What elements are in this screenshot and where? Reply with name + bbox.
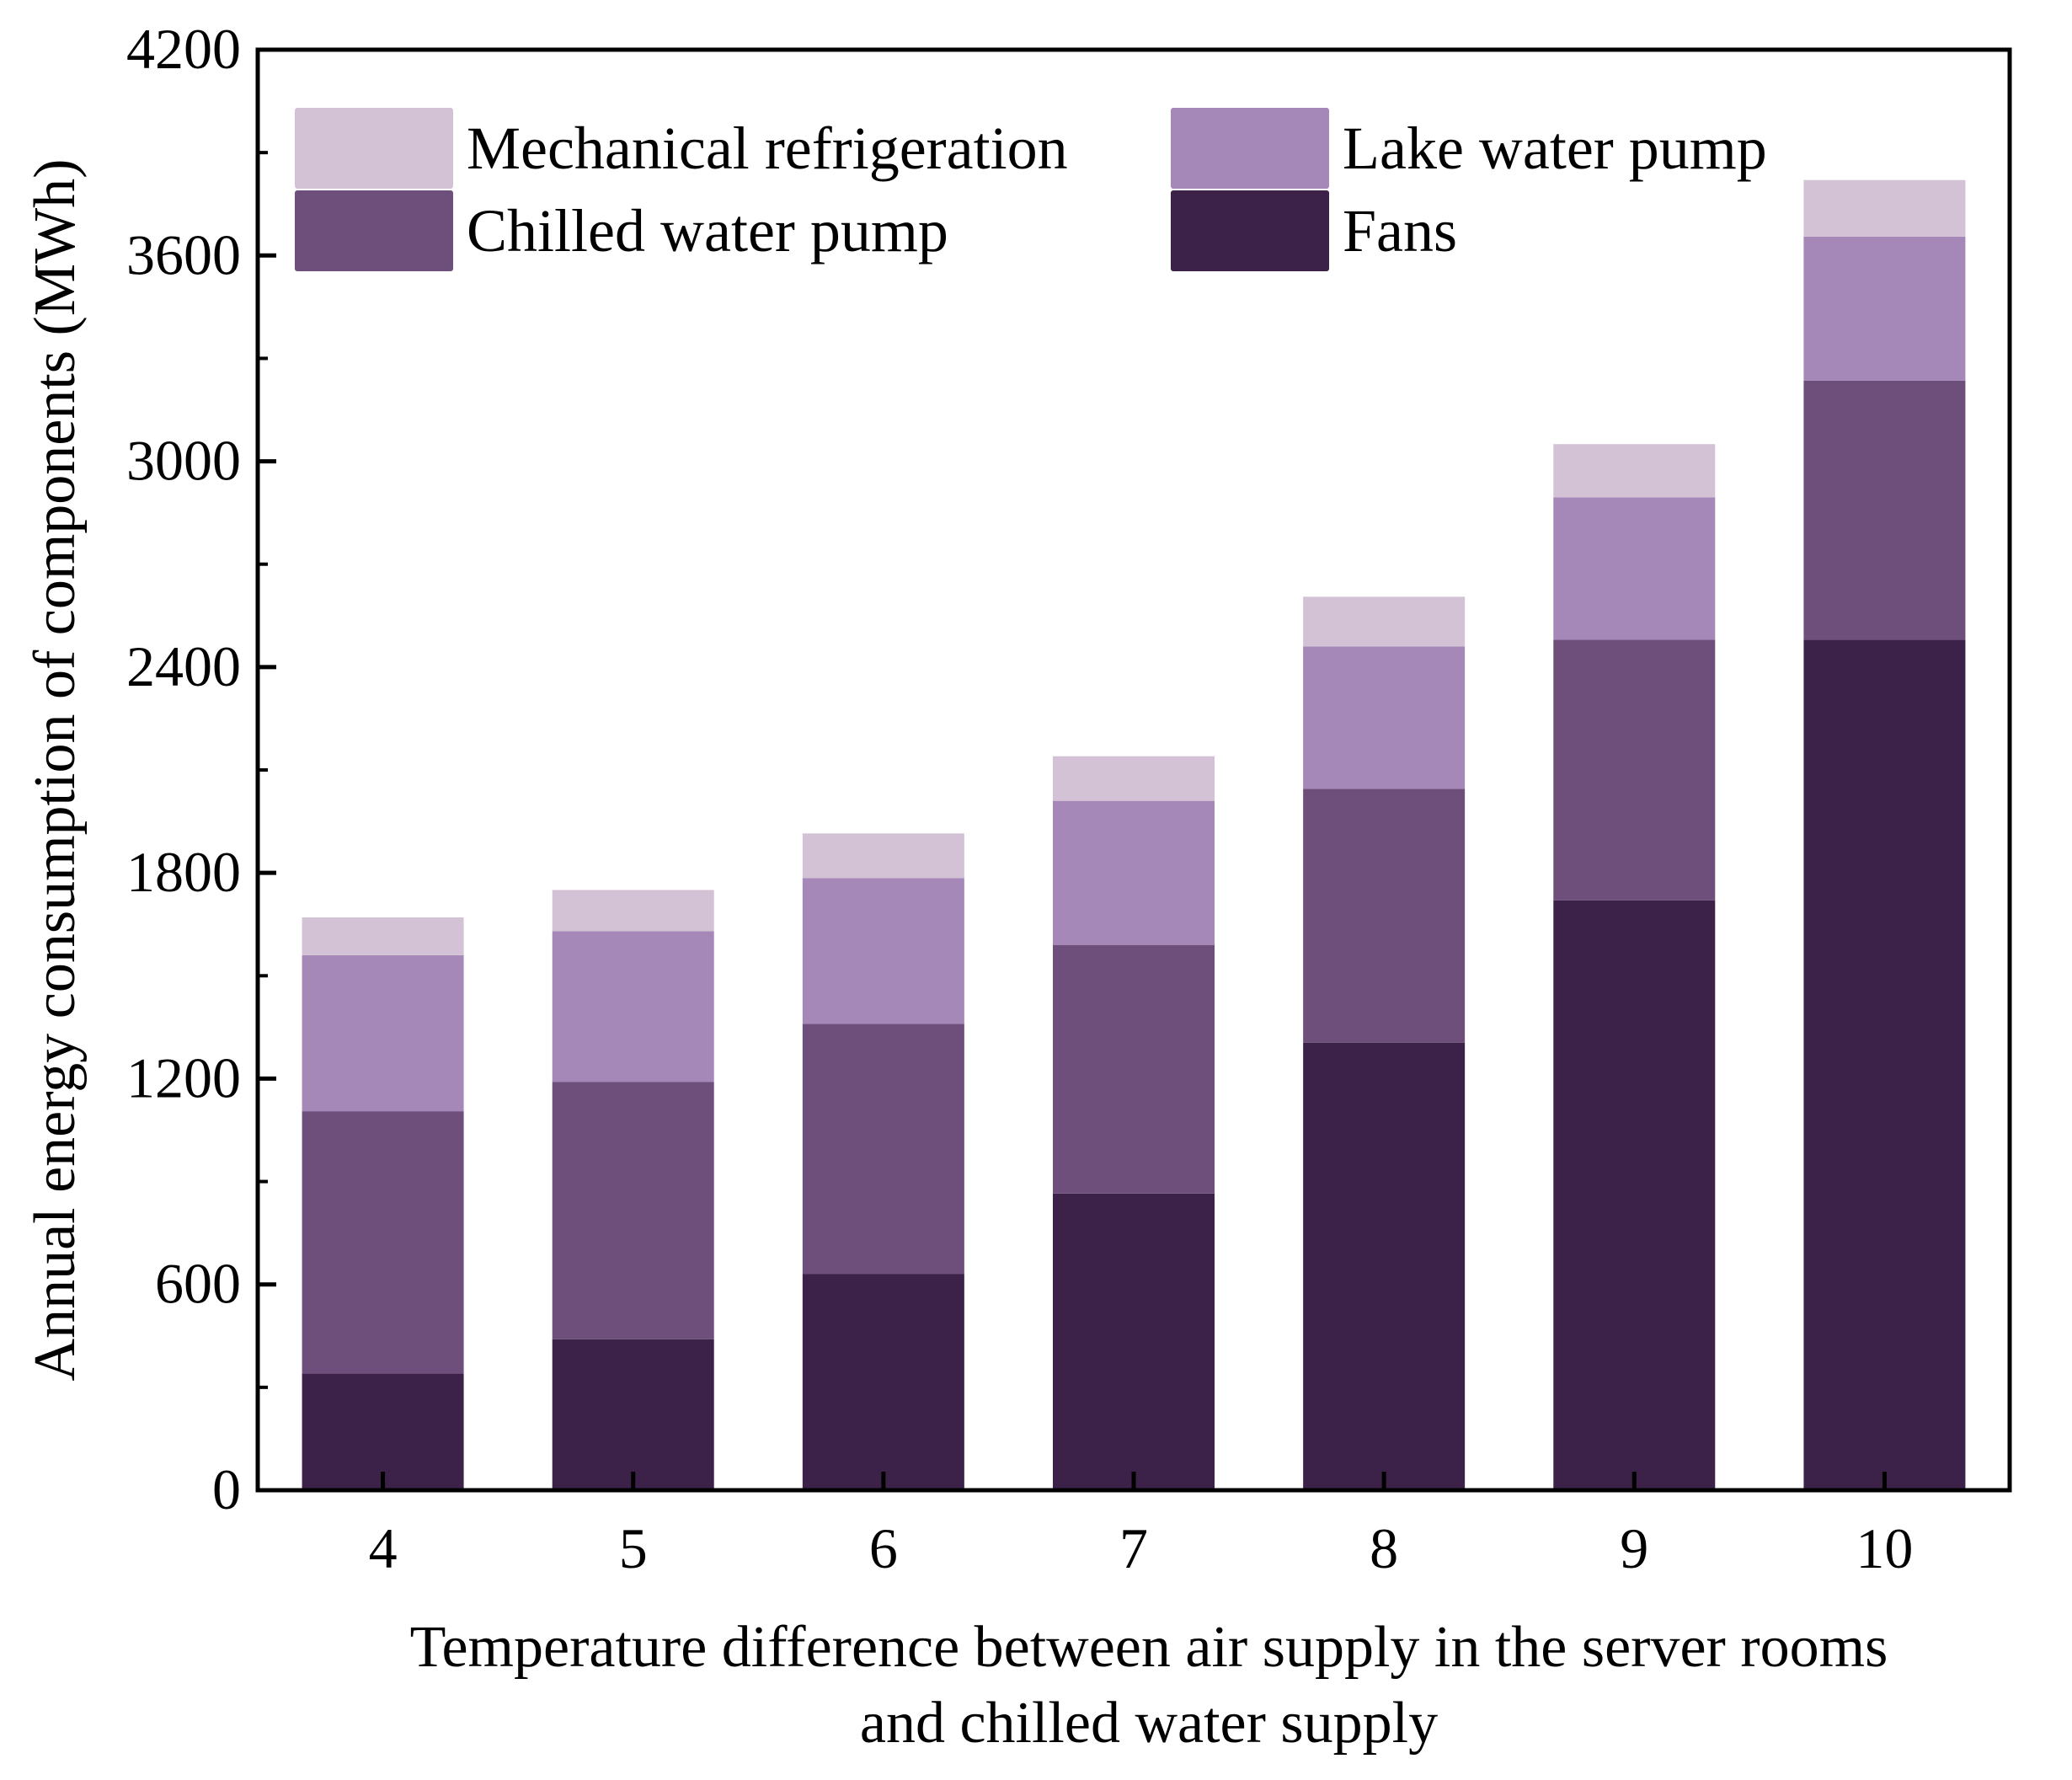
x-tick-label-8: 8	[1370, 1516, 1398, 1580]
x-tick-label-5: 5	[619, 1516, 648, 1580]
legend-swatch-mechanical-refrigeration	[295, 108, 453, 189]
y-tick-label-2400: 2400	[126, 634, 241, 698]
bar-mechanical-refrigeration-10	[1803, 179, 1966, 237]
x-tick-label-7: 7	[1119, 1516, 1148, 1580]
bar-lake-water-pump-9	[1553, 497, 1716, 640]
y-tick-label-3600: 3600	[126, 222, 241, 286]
axis-tick-labels: 0 600 1200 1800 2400 3000 3600 4200 4 5 6 7 8 9 10	[126, 17, 1913, 1580]
x-tick-label-6: 6	[869, 1516, 898, 1580]
y-tick-label-1200: 1200	[126, 1045, 241, 1109]
legend-label-chilled-water-pump: Chilled water pump	[467, 197, 948, 265]
y-axis-title: Annual energy consumption of components …	[23, 159, 88, 1382]
bar-fans-9	[1553, 900, 1716, 1490]
bar-mechanical-refrigeration-6	[802, 833, 964, 879]
bar-chilled-water-pump-5	[552, 1082, 714, 1339]
bar-chilled-water-pump-9	[1553, 639, 1716, 901]
bar-fans-8	[1303, 1042, 1466, 1490]
x-tick-label-9: 9	[1620, 1516, 1648, 1580]
y-tick-label-1800: 1800	[126, 840, 241, 904]
bar-mechanical-refrigeration-5	[552, 890, 714, 932]
bar-lake-water-pump-7	[1053, 800, 1215, 945]
legend-swatch-lake-water-pump	[1171, 108, 1329, 189]
x-axis-title-line-2: and chilled water supply	[860, 1691, 1438, 1756]
bar-chilled-water-pump-10	[1803, 380, 1966, 640]
bar-lake-water-pump-10	[1803, 236, 1966, 381]
legend-label-fans: Fans	[1343, 197, 1457, 265]
bar-lake-water-pump-8	[1303, 646, 1466, 789]
bar-chilled-water-pump-7	[1053, 944, 1215, 1194]
legend-swatch-fans	[1171, 190, 1329, 271]
bar-lake-water-pump-6	[802, 878, 964, 1024]
bar-fans-5	[552, 1339, 714, 1490]
legend-label-lake-water-pump: Lake water pump	[1343, 115, 1767, 182]
legend-swatch-chilled-water-pump	[295, 190, 453, 271]
bar-fans-6	[802, 1274, 964, 1490]
bar-mechanical-refrigeration-4	[302, 917, 464, 955]
bars-group	[302, 179, 1966, 1490]
x-axis-title-line-1: Temperature difference between air suppl…	[410, 1615, 1888, 1680]
bar-chilled-water-pump-4	[302, 1111, 464, 1374]
bar-chilled-water-pump-6	[802, 1024, 964, 1275]
y-tick-label-3000: 3000	[126, 429, 241, 493]
bar-mechanical-refrigeration-7	[1053, 756, 1215, 801]
x-tick-label-4: 4	[369, 1516, 398, 1580]
legend-label-mechanical-refrigeration: Mechanical refrigeration	[467, 115, 1068, 182]
bar-chilled-water-pump-8	[1303, 788, 1466, 1043]
legend: Mechanical refrigeration Lake water pump C…	[295, 108, 1767, 271]
bar-mechanical-refrigeration-8	[1303, 596, 1466, 647]
y-tick-label-4200: 4200	[126, 17, 241, 81]
bar-lake-water-pump-4	[302, 954, 464, 1112]
bar-fans-7	[1053, 1193, 1215, 1490]
x-tick-label-10: 10	[1856, 1516, 1913, 1580]
axis-ticks	[258, 47, 1887, 1493]
bar-mechanical-refrigeration-9	[1553, 444, 1716, 498]
bar-lake-water-pump-5	[552, 931, 714, 1082]
y-tick-label-600: 600	[155, 1252, 241, 1316]
y-tick-label-0: 0	[212, 1457, 241, 1521]
bar-fans-10	[1803, 639, 1966, 1490]
bar-fans-4	[302, 1373, 464, 1490]
